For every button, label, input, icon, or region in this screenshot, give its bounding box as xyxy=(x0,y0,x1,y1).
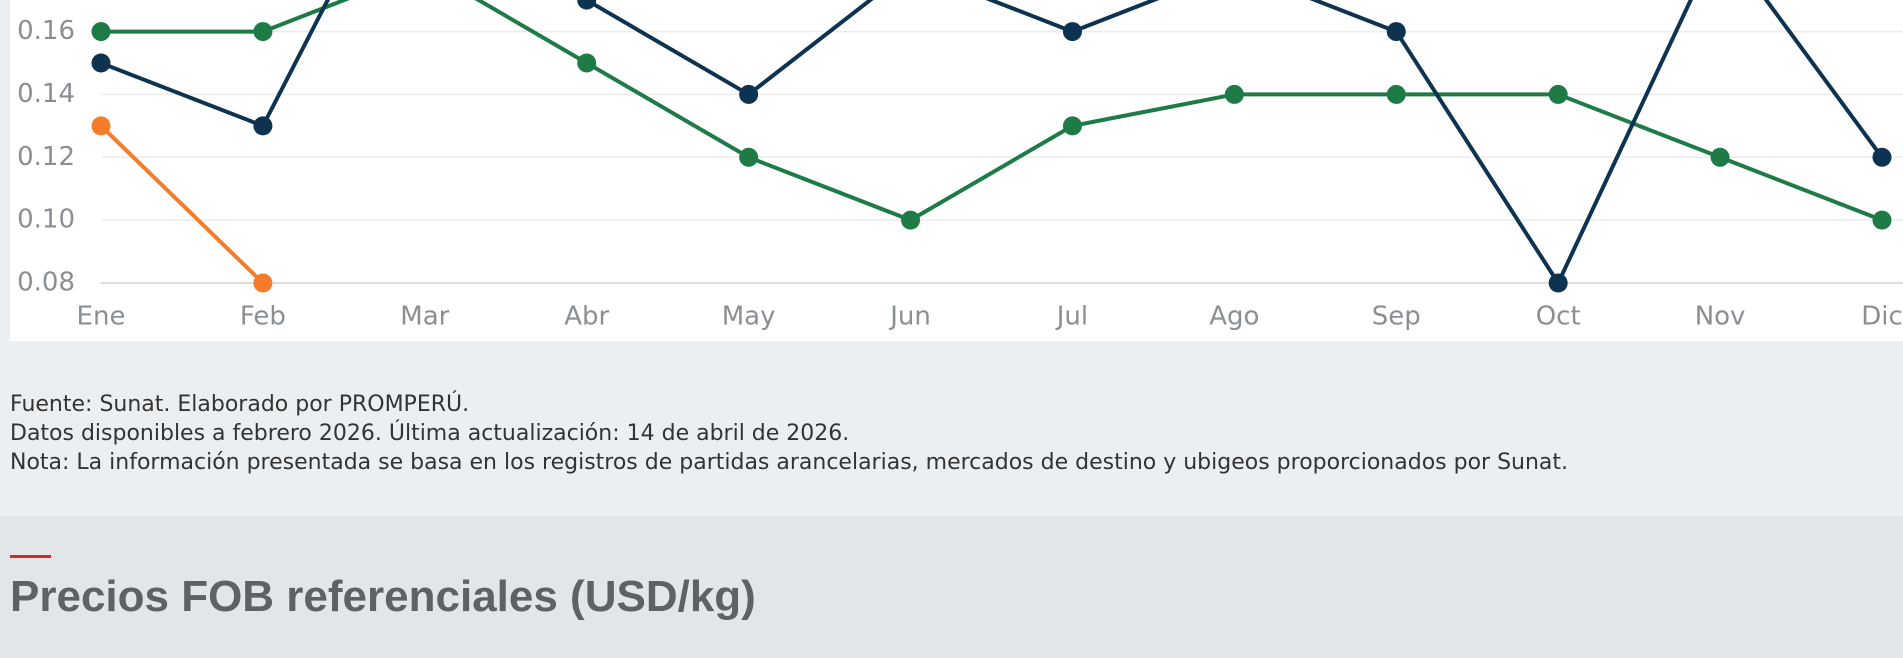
x-tick-label: Ene xyxy=(77,302,126,332)
data-point xyxy=(91,22,111,42)
data-point xyxy=(577,0,597,10)
x-tick-label: Jun xyxy=(888,302,931,332)
series-line xyxy=(99,124,265,285)
accent-line xyxy=(10,555,51,558)
section-title: Precios FOB referenciales (USD/kg) xyxy=(10,572,756,621)
x-tick-label: Jul xyxy=(1055,302,1088,332)
data-point xyxy=(1548,273,1568,293)
data-point xyxy=(1386,22,1406,42)
data-point xyxy=(1062,22,1082,42)
y-tick-label: 0.16 xyxy=(17,16,75,46)
x-tick-label: Ago xyxy=(1209,302,1259,332)
data-point xyxy=(739,84,759,104)
x-tick-label: Abr xyxy=(564,302,609,332)
data-point xyxy=(1872,147,1892,167)
data-point xyxy=(577,53,597,73)
data-point xyxy=(1062,116,1082,136)
note: Fuente: Sunat. Elaborado por PROMPERÚ. xyxy=(10,392,470,417)
note: Nota: La información presentada se basa … xyxy=(10,450,1569,475)
data-point xyxy=(1386,84,1406,104)
x-tick-label: Feb xyxy=(240,302,286,332)
y-tick-label: 0.10 xyxy=(17,205,75,235)
x-tick-label: May xyxy=(722,302,776,332)
data-point xyxy=(1224,84,1244,104)
data-point xyxy=(1710,147,1730,167)
x-tick-label: Oct xyxy=(1536,302,1581,332)
y-tick-label: 0.12 xyxy=(17,142,75,172)
data-point xyxy=(1872,210,1892,230)
x-tick-label: Dic xyxy=(1861,302,1903,332)
chart: 0.08 0.10 0.12 0.14 0.16 Ene Feb Mar Abr May Jun Ju… xyxy=(10,0,1903,341)
data-point xyxy=(253,22,273,42)
note: Datos disponibles a febrero 2026. Última… xyxy=(10,421,850,446)
notes: Fuente: Sunat. Elaborado por PROMPERÚ. D… xyxy=(10,390,1568,477)
y-tick-label: 0.14 xyxy=(17,79,75,109)
data-point xyxy=(91,116,111,136)
x-tick-label: Sep xyxy=(1372,302,1421,332)
data-point xyxy=(253,273,273,293)
series-line xyxy=(100,0,1884,285)
x-tick-label: Mar xyxy=(400,302,449,332)
data-point xyxy=(91,53,111,73)
data-point xyxy=(253,116,273,136)
section-band xyxy=(0,516,1903,658)
data-point xyxy=(739,147,759,167)
data-point xyxy=(1548,84,1568,104)
x-tick-label: Nov xyxy=(1695,302,1746,332)
y-tick-label: 0.08 xyxy=(17,268,75,298)
data-point xyxy=(901,210,921,230)
series-line xyxy=(101,0,1883,223)
